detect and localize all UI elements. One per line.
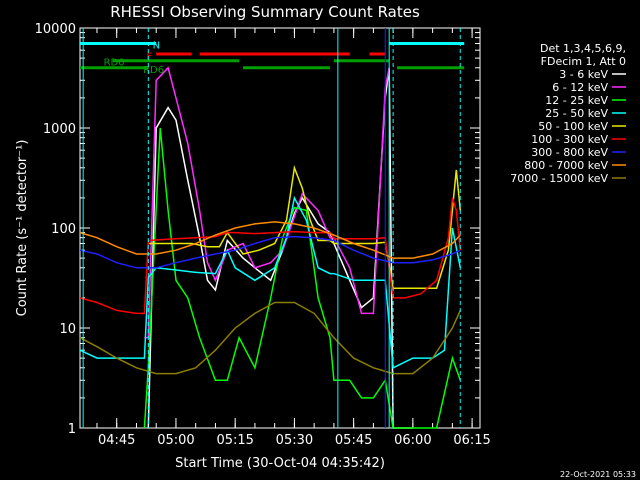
series-line-300-800-kev — [79, 235, 461, 269]
series-line-800-7000-kev — [79, 221, 461, 259]
legend-entry-label: 3 - 6 keV — [559, 68, 608, 81]
x-tick-label: 05:15 — [216, 433, 253, 448]
legend-entry-label: 12 - 25 keV — [545, 94, 608, 107]
state-label-f: F — [146, 52, 152, 63]
series-group — [79, 66, 462, 429]
y-tick-label: 10000 — [35, 22, 76, 37]
series-line-100-300-kev — [79, 197, 462, 315]
x-tick-label: 05:45 — [335, 433, 372, 448]
x-tick-label: 05:30 — [276, 433, 313, 448]
y-axis: 1 10 100 1000 10000 — [35, 22, 480, 437]
legend-entry-label: 100 - 300 keV — [531, 133, 608, 146]
y-axis-label: Count Rate (s⁻¹ detector⁻¹) — [15, 140, 30, 317]
x-tick-label: 04:45 — [98, 433, 135, 448]
state-bars: NF RD0 RD6 — [80, 41, 465, 76]
timestamp: 22-Oct-2021 05:33 — [560, 470, 636, 479]
state-label-rd6: RD6 — [143, 65, 164, 76]
state-label-rd0: RD0 — [104, 58, 125, 69]
y-tick-label: 1000 — [43, 122, 76, 137]
legend-entry-label: 300 - 800 keV — [531, 146, 608, 159]
legend-entry-label: 25 - 50 keV — [545, 107, 608, 120]
legend-entry-label: 800 - 7000 keV — [524, 159, 608, 172]
x-axis: 04:45 05:00 05:15 05:30 05:45 06:00 06:15 — [96, 28, 491, 448]
series-line-50-100-kev — [148, 164, 462, 289]
x-axis-label: Start Time (30-Oct-04 04:35:42) — [175, 456, 385, 471]
x-tick-label: 06:00 — [394, 433, 431, 448]
y-tick-label: 10 — [59, 322, 76, 337]
x-tick-label: 05:00 — [157, 433, 194, 448]
legend-entry-label: 7000 - 15000 keV — [510, 172, 608, 185]
legend-entry-label: 50 - 100 keV — [538, 120, 608, 133]
series-line-6-12-kev — [144, 66, 390, 339]
vertical-markers — [82, 28, 461, 428]
y-tick-label: 100 — [51, 222, 76, 237]
chart-title: RHESSI Observing Summary Count Rates — [110, 3, 420, 21]
legend-header-line: FDecim 1, Att 0 — [541, 55, 626, 68]
x-tick-label: 06:15 — [453, 433, 490, 448]
legend-header-line: Det 1,3,4,5,6,9, — [540, 42, 626, 55]
legend-entry-label: 6 - 12 keV — [552, 81, 608, 94]
legend: Det 1,3,4,5,6,9,FDecim 1, Att 03 - 6 keV… — [510, 42, 626, 185]
state-label-n: N — [153, 41, 160, 52]
series-line-7000-15000-kev — [79, 301, 461, 375]
y-tick-label: 1 — [68, 422, 76, 437]
